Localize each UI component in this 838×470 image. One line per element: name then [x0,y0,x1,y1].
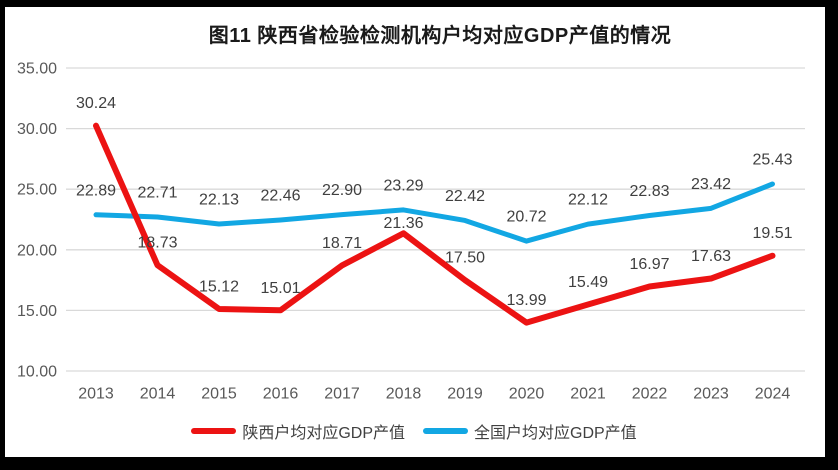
legend-swatch-shaanxi [191,428,237,434]
svg-text:16.97: 16.97 [629,256,669,273]
svg-text:2022: 2022 [632,386,668,403]
svg-text:2024: 2024 [755,386,791,403]
svg-text:2014: 2014 [140,386,176,403]
svg-text:20.00: 20.00 [17,242,57,259]
svg-text:18.73: 18.73 [137,235,177,252]
svg-text:22.83: 22.83 [629,183,669,200]
svg-text:10.00: 10.00 [17,364,57,381]
svg-text:22.42: 22.42 [445,188,485,205]
svg-text:22.46: 22.46 [260,187,300,204]
svg-text:30.24: 30.24 [76,95,116,112]
svg-text:18.71: 18.71 [322,235,362,252]
svg-text:30.00: 30.00 [17,121,57,138]
chart-title: 图11 陕西省检验检测机构户均对应GDP产值的情况 [208,25,672,47]
svg-text:23.42: 23.42 [691,176,731,193]
svg-text:13.99: 13.99 [506,292,546,309]
legend-label-shaanxi: 陕西户均对应GDP产值 [242,425,405,442]
svg-text:2021: 2021 [570,386,606,403]
legend-label-national: 全国户均对应GDP产值 [474,425,637,442]
svg-text:15.49: 15.49 [568,274,608,291]
svg-text:22.12: 22.12 [568,192,608,209]
svg-text:15.12: 15.12 [199,278,239,295]
svg-text:22.90: 22.90 [322,182,362,199]
svg-text:17.50: 17.50 [445,250,485,267]
svg-text:2015: 2015 [201,386,237,403]
svg-text:22.71: 22.71 [137,184,177,201]
chart-legend: 陕西户均对应GDP产值 全国户均对应GDP产值 [0,421,828,442]
svg-text:35.00: 35.00 [17,61,57,78]
svg-text:19.51: 19.51 [752,225,792,242]
svg-text:23.29: 23.29 [383,177,423,194]
svg-text:2023: 2023 [693,386,729,403]
svg-text:15.00: 15.00 [17,303,57,320]
svg-text:25.43: 25.43 [752,151,792,168]
svg-text:2017: 2017 [324,386,360,403]
svg-text:17.63: 17.63 [691,248,731,265]
svg-text:21.36: 21.36 [383,215,423,232]
svg-text:25.00: 25.00 [17,182,57,199]
svg-text:20.72: 20.72 [506,209,546,226]
svg-text:2016: 2016 [263,386,299,403]
svg-text:2018: 2018 [386,386,422,403]
svg-text:2020: 2020 [509,386,545,403]
svg-text:2019: 2019 [447,386,483,403]
svg-text:22.89: 22.89 [76,182,116,199]
svg-text:15.01: 15.01 [260,280,300,297]
svg-text:2013: 2013 [78,386,114,403]
svg-text:22.13: 22.13 [199,191,239,208]
legend-swatch-national [423,428,468,434]
